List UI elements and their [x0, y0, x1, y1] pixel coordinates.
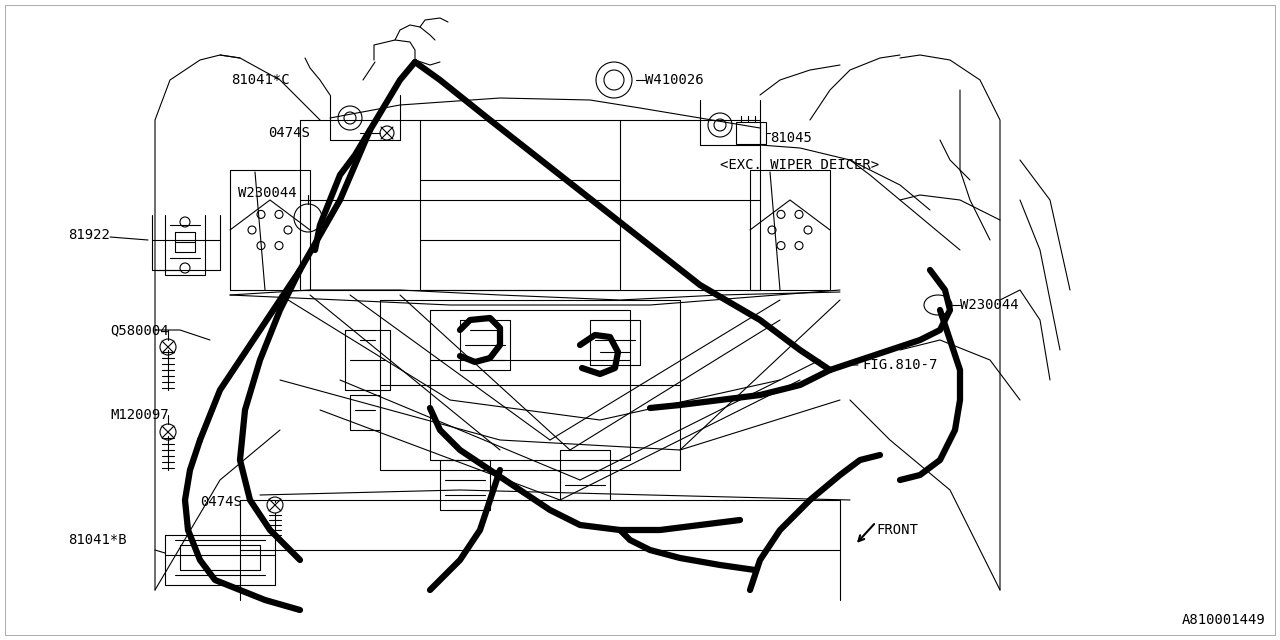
Text: <EXC. WIPER DEICER>: <EXC. WIPER DEICER>	[719, 158, 879, 172]
Text: W410026: W410026	[645, 73, 704, 87]
Text: FIG.810-7: FIG.810-7	[861, 358, 937, 372]
Text: W230044: W230044	[960, 298, 1019, 312]
Text: 81041*B: 81041*B	[68, 533, 127, 547]
Text: 0474S: 0474S	[200, 495, 242, 509]
Text: 81045: 81045	[771, 131, 812, 145]
Text: 81041*C: 81041*C	[232, 73, 291, 87]
Text: M120097: M120097	[110, 408, 169, 422]
Text: W230044: W230044	[238, 186, 297, 200]
Bar	[736, 122, 765, 144]
Text: A810001449: A810001449	[1181, 613, 1265, 627]
Text: FRONT: FRONT	[876, 523, 918, 537]
Text: 0474S: 0474S	[268, 126, 310, 140]
Text: Q580004: Q580004	[110, 323, 169, 337]
Text: 81922: 81922	[68, 228, 110, 242]
